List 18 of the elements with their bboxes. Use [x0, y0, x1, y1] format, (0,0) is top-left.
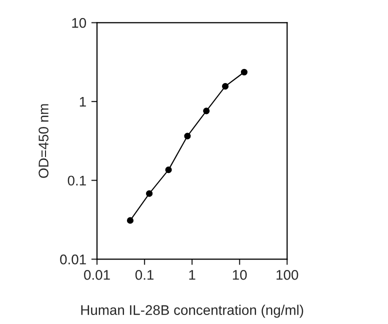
y-axis-title: OD=450 nm — [38, 104, 48, 178]
y-tick-label: 10 — [72, 18, 86, 28]
point — [165, 166, 172, 174]
y-tick-label: 0.1 — [68, 176, 86, 186]
y-tick-label: 1 — [80, 96, 86, 107]
x-tick-label: 0.01 — [84, 270, 110, 280]
x-tick-label: 100 — [276, 270, 298, 280]
point — [126, 217, 134, 224]
point — [146, 190, 153, 197]
x-tick-label: 10 — [232, 270, 247, 280]
x-axis-title: Human IL-28B concentration (ng/ml) — [81, 304, 304, 318]
point — [222, 82, 229, 90]
point — [184, 132, 191, 140]
x-tick-label: 0.1 — [135, 270, 154, 280]
x-tick-label: 1 — [189, 270, 196, 280]
point — [240, 68, 248, 76]
point — [203, 108, 210, 114]
y-tick-label: 0.01 — [60, 254, 86, 264]
